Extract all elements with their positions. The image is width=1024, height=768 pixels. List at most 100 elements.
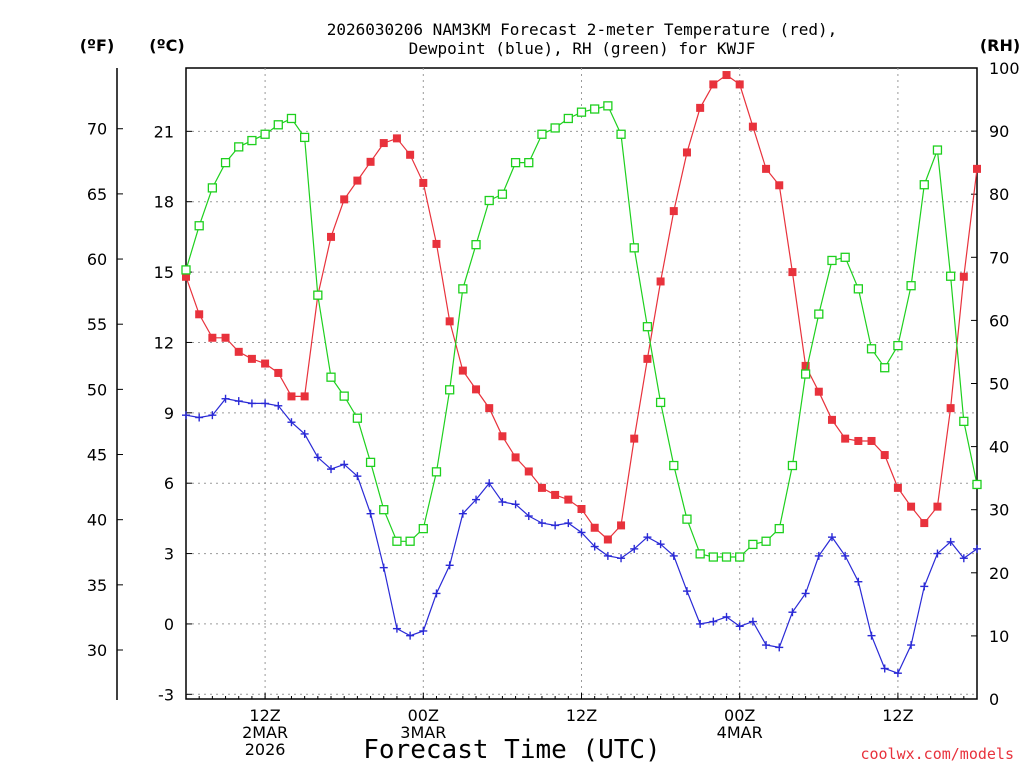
dewpoint-point — [617, 554, 626, 563]
celsius-tick-label: 21 — [154, 122, 174, 141]
2-meter-temperature-point — [814, 387, 823, 396]
2-meter-temperature-point — [472, 385, 481, 394]
rh-point — [445, 385, 455, 395]
rh-point — [748, 539, 758, 550]
rh-point — [735, 552, 745, 562]
dewpoint-point — [801, 589, 810, 598]
2-meter-temperature-point — [577, 504, 586, 513]
2-meter-temperature-point — [722, 71, 731, 80]
rh-point — [616, 129, 626, 139]
2-meter-temperature-point — [762, 164, 771, 173]
dewpoint-point — [709, 617, 718, 626]
rh-point — [932, 145, 943, 155]
time-tick-label: 2026 — [245, 740, 286, 759]
rh-unit-label: (RH) — [980, 36, 1020, 55]
2-meter-temperature-point — [801, 361, 810, 370]
plot-frame — [185, 67, 978, 700]
fahrenheit-tick-label: 65 — [87, 185, 107, 204]
dewpoint-point — [182, 411, 190, 420]
rh-point — [629, 243, 639, 253]
rh-tick-label: 0 — [989, 690, 999, 709]
2-meter-temperature-point — [537, 483, 546, 492]
rh-point — [550, 123, 560, 133]
2-meter-temperature-point — [445, 317, 454, 326]
celsius-tick-label: 6 — [164, 474, 174, 493]
rh-point — [379, 505, 389, 515]
rh-point — [669, 460, 679, 471]
rh-point — [893, 340, 903, 351]
time-tick-label: 00Z — [724, 706, 755, 725]
dewpoint-point — [762, 641, 771, 650]
2-meter-temperature-point — [261, 359, 270, 368]
dewpoint-point — [406, 631, 415, 640]
dewpoint-point — [287, 418, 296, 427]
dewpoint-point — [590, 542, 599, 551]
data-series — [181, 71, 982, 678]
2-meter-temperature-point — [709, 80, 718, 89]
time-tick-label: 12Z — [566, 706, 597, 725]
2-meter-temperature-point — [907, 502, 916, 511]
dewpoint-point — [524, 512, 533, 521]
rh-point — [471, 240, 481, 250]
rh-point — [682, 514, 692, 524]
rh-tick-label: 30 — [989, 501, 1009, 520]
2-meter-temperature-point — [775, 181, 784, 190]
rh-point — [273, 120, 283, 130]
rh-point — [247, 135, 257, 146]
2-meter-temperature-point — [973, 164, 981, 173]
rh-tick-label: 100 — [989, 59, 1020, 78]
dewpoint-point — [854, 577, 863, 586]
2-meter-temperature-point — [617, 521, 626, 530]
2-meter-temperature-point — [366, 157, 375, 166]
dewpoint-point — [973, 544, 981, 553]
dewpoint-point — [748, 617, 757, 626]
dewpoint-point — [827, 533, 836, 542]
time-tick-label: 12Z — [249, 706, 280, 725]
rh-point — [642, 322, 653, 332]
rh-point — [590, 104, 600, 114]
2-meter-temperature-point — [234, 347, 243, 356]
rh-tick-label: 10 — [989, 627, 1009, 646]
2-meter-temperature-point — [827, 415, 836, 424]
dewpoint-point — [933, 549, 942, 558]
dewpoint-point — [313, 453, 322, 462]
rh-point — [365, 457, 376, 468]
source-credit: coolwx.com/models — [860, 745, 1014, 763]
fahrenheit-tick-label: 70 — [87, 120, 107, 139]
fahrenheit-tick-label: 55 — [87, 315, 107, 334]
dewpoint-point — [775, 643, 784, 652]
celsius-tick-label: 15 — [154, 263, 174, 282]
rh-point — [181, 265, 191, 275]
rh-point — [787, 460, 798, 471]
2-meter-temperature-point — [656, 277, 665, 286]
2-meter-temperature-point — [867, 436, 876, 445]
dewpoint-point — [392, 624, 401, 633]
dewpoint-point — [735, 622, 744, 631]
2-meter-temperature-point — [287, 392, 296, 401]
2-meter-temperature-point — [946, 404, 955, 413]
2-meter-temperature-point — [696, 103, 705, 112]
celsius-tick-label: 0 — [164, 615, 174, 634]
2-meter-temperature-point — [195, 310, 204, 319]
celsius-tick-label: 9 — [164, 404, 174, 423]
dewpoint-point — [867, 631, 876, 640]
2-meter-temperature-point — [274, 368, 283, 377]
rh-tick-label: 50 — [989, 375, 1009, 394]
axis-ticks: -3 0 3 6 9 12 15 18 21 30 35 40 45 50 55 60 65 70 0 10 20 30 4… — [87, 59, 1020, 759]
dewpoint-point — [537, 519, 546, 528]
dewpoint-point — [195, 413, 204, 422]
dewpoint-point — [419, 626, 428, 635]
2-meter-temperature-point — [353, 176, 362, 185]
dewpoint-point — [485, 479, 494, 488]
2-meter-temperature-point — [340, 195, 349, 204]
2-meter-temperature-point — [748, 122, 757, 131]
rh-point — [286, 113, 297, 124]
dewpoint-point — [274, 401, 283, 410]
dewpoint-point — [511, 500, 520, 509]
rh-point — [484, 195, 494, 206]
2-meter-temperature-point — [392, 134, 401, 143]
rh-point — [405, 536, 415, 546]
rh-point — [431, 467, 442, 477]
dewpoint-point — [564, 519, 573, 528]
